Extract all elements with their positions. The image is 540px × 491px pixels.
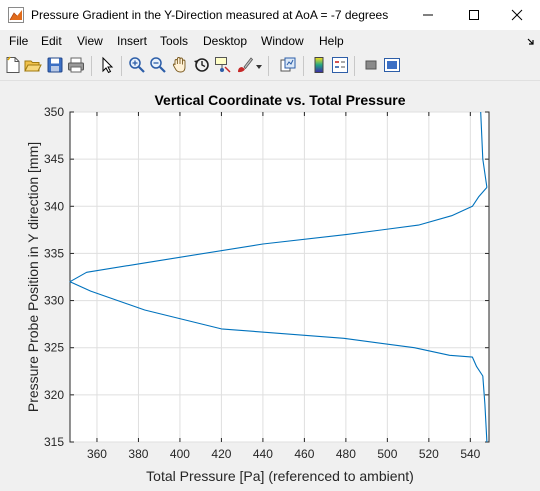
y-tick-label: 345 [44,152,64,166]
show-plot-tools-icon[interactable] [383,56,401,74]
x-tick-label: 520 [419,447,439,461]
chevron-down-icon[interactable] [256,65,262,69]
line-chart[interactable]: 360 380 400 420 440 460 480 500 520 540 315 320 325 3… [0,81,540,486]
title-bar: Pressure Gradient in the Y-Direction mea… [0,0,540,30]
y-tick-label: 315 [44,435,64,449]
series-line-1[interactable] [480,111,488,188]
save-icon[interactable] [46,56,64,74]
data-series [69,111,488,443]
chart-title: Vertical Coordinate vs. Total Pressure [154,92,405,108]
maximize-icon [469,10,479,20]
data-cursor-icon[interactable] [214,56,232,74]
y-axis-label: Pressure Probe Position in Y direction [… [25,142,41,412]
menu-window[interactable]: Window [261,34,304,48]
y-tick-label: 340 [44,199,64,213]
menu-file[interactable]: File [9,34,29,48]
zoom-out-icon[interactable] [149,56,167,74]
brush-icon[interactable] [236,56,254,74]
window-title: Pressure Gradient in the Y-Direction mea… [31,8,389,22]
rotate-3d-icon[interactable] [193,56,211,74]
toolbar-separator [354,56,355,76]
y-tick-label: 330 [44,294,64,308]
series-line-0[interactable] [69,187,488,443]
axis-ticks: 360 380 400 420 440 460 480 500 520 540 315 320 325 3… [44,105,489,461]
zoom-in-icon[interactable] [128,56,146,74]
colorbar-icon[interactable] [310,56,328,74]
menu-view[interactable]: View [77,34,103,48]
grid-lines [70,111,489,443]
x-tick-label: 540 [460,447,480,461]
x-tick-label: 360 [87,447,107,461]
x-tick-label: 460 [294,447,314,461]
toolbar-separator [303,56,304,76]
legend-icon[interactable] [331,56,349,74]
x-tick-label: 400 [170,447,190,461]
menu-insert[interactable]: Insert [117,34,148,48]
hide-plot-tools-icon[interactable] [362,56,380,74]
toolbar-separator [121,56,122,76]
link-plot-icon[interactable] [279,56,297,74]
open-file-icon[interactable] [24,56,42,74]
toolbar-separator [268,56,269,76]
y-tick-label: 335 [44,246,64,260]
menu-tools[interactable]: Tools [160,34,189,48]
menu-bar: File Edit View Insert Tools Desktop Wind… [0,30,540,52]
maximize-button[interactable] [451,0,497,30]
print-icon[interactable] [67,56,85,74]
x-axis-label: Total Pressure [Pa] (referenced to ambie… [146,468,414,484]
close-icon [511,9,523,21]
y-tick-label: 350 [44,105,64,119]
toolbar-separator [91,56,92,76]
edit-plot-icon[interactable] [98,56,116,74]
dock-arrow-icon[interactable] [527,37,535,45]
x-tick-label: 480 [336,447,356,461]
new-figure-icon[interactable] [4,56,22,74]
y-tick-label: 325 [44,341,64,355]
x-tick-label: 500 [377,447,397,461]
close-button[interactable] [494,0,540,30]
x-tick-label: 380 [128,447,148,461]
menu-desktop[interactable]: Desktop [203,34,248,48]
y-tick-label: 320 [44,388,64,402]
minimize-icon [423,14,433,16]
menu-edit[interactable]: Edit [41,34,62,48]
plot-area [69,111,490,443]
x-tick-label: 420 [211,447,231,461]
figure-canvas: 360 380 400 420 440 460 480 500 520 540 315 320 325 3… [0,81,540,486]
figure-toolbar [0,52,540,81]
menu-help[interactable]: Help [319,34,344,48]
pan-icon[interactable] [171,56,189,74]
x-tick-label: 440 [253,447,273,461]
matlab-figure-icon [8,7,24,23]
minimize-button[interactable] [405,0,451,30]
